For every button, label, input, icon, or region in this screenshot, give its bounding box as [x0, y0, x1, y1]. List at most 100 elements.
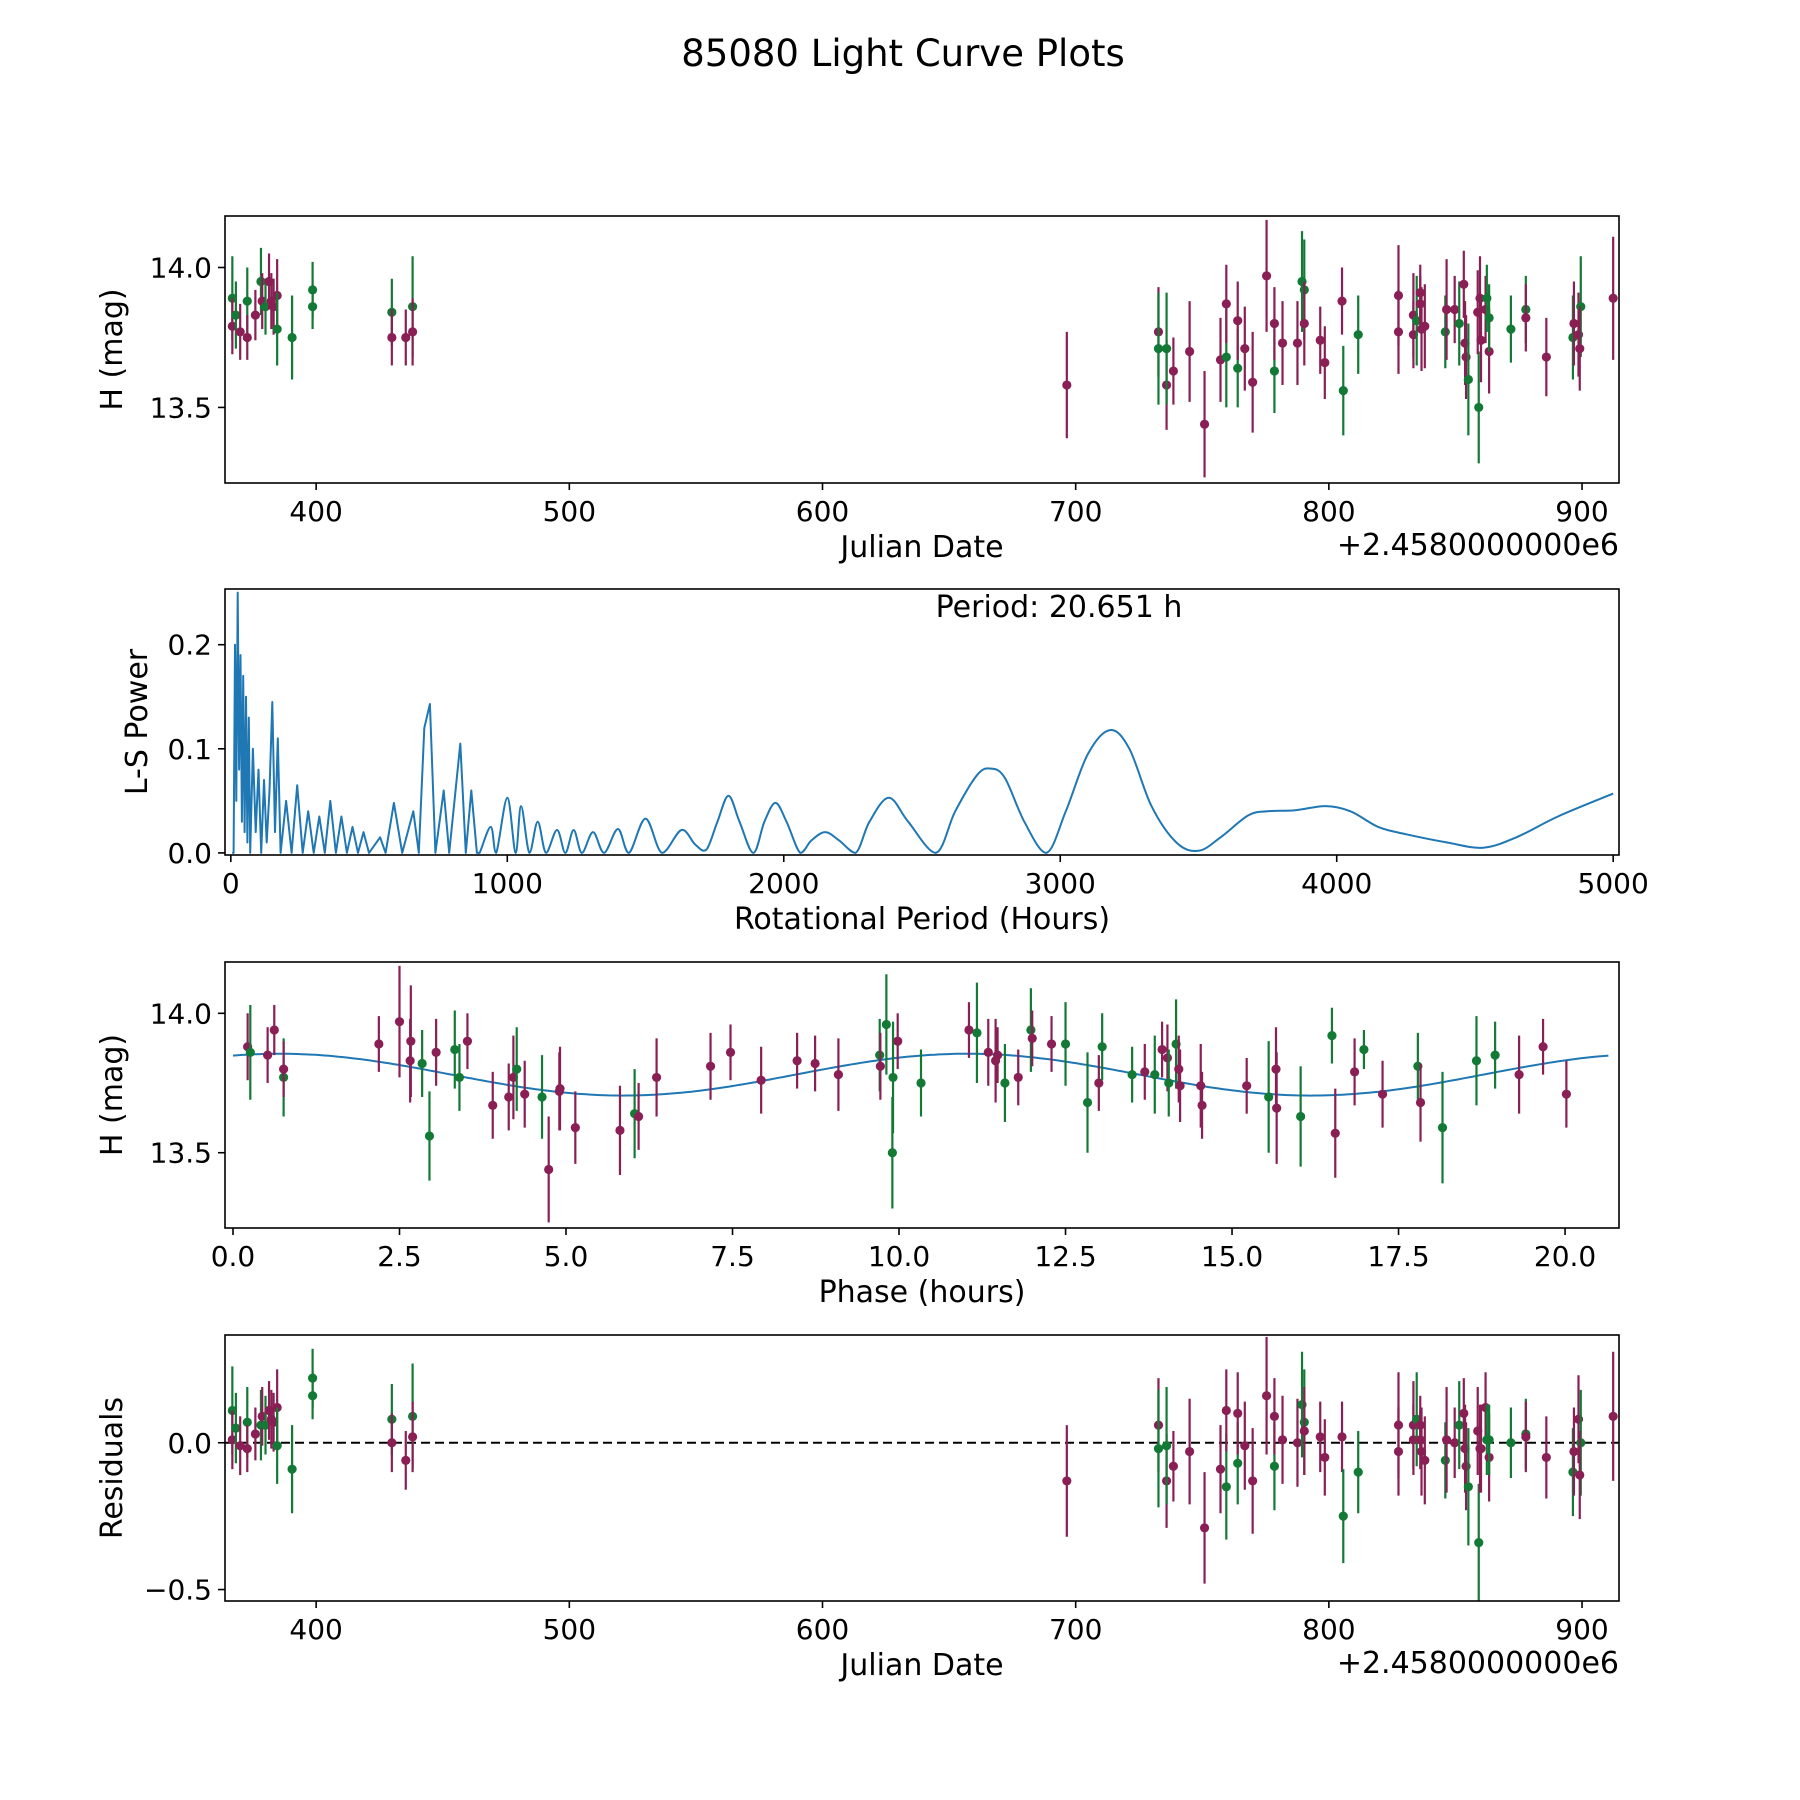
data-marker: [1315, 1432, 1325, 1442]
data-marker: [279, 1064, 289, 1074]
data-point: [504, 1063, 514, 1131]
data-marker: [1454, 1420, 1464, 1430]
y-tick-label: 13.5: [150, 391, 212, 424]
data-marker: [1459, 279, 1469, 289]
data-point: [1561, 1060, 1571, 1128]
data-point: [1337, 267, 1347, 335]
data-marker: [1506, 324, 1516, 334]
data-point: [1292, 301, 1303, 386]
data-point: [488, 1071, 498, 1139]
data-point: [570, 1091, 580, 1164]
data-marker: [1233, 316, 1243, 326]
data-marker: [260, 302, 271, 312]
data-point: [454, 1043, 465, 1111]
data-point: [307, 284, 318, 330]
x-tick-label: 500: [543, 1613, 596, 1646]
data-point: [1272, 1052, 1282, 1164]
data-point: [272, 292, 282, 366]
data-marker: [1459, 1408, 1469, 1418]
data-marker: [424, 1131, 435, 1141]
plot-area: [225, 1337, 1619, 1601]
data-marker: [983, 1047, 993, 1057]
data-point: [1315, 1401, 1325, 1473]
data-marker: [1242, 1081, 1252, 1091]
data-marker: [1320, 358, 1330, 368]
data-point: [231, 1392, 241, 1464]
data-point: [1454, 281, 1464, 366]
data-point: [964, 1002, 974, 1058]
data-marker: [1248, 377, 1258, 387]
y-tick-label: 0.0: [167, 1427, 212, 1460]
data-point: [260, 278, 271, 335]
x-tick-label: 10.0: [868, 1240, 930, 1273]
data-marker: [269, 1417, 279, 1427]
data-marker: [1440, 1455, 1450, 1465]
data-marker: [272, 1441, 282, 1451]
data-marker: [1353, 330, 1363, 340]
data-point: [792, 1032, 802, 1089]
x-tick-label: 900: [1555, 495, 1608, 528]
x-tick-label: 600: [796, 1613, 849, 1646]
data-marker: [1521, 313, 1531, 323]
data-point: [387, 1413, 397, 1473]
data-point: [1338, 1469, 1348, 1564]
data-point: [881, 974, 891, 1075]
y-axis-label: H (mag): [95, 1034, 130, 1156]
data-marker: [231, 1423, 241, 1433]
plot-area: [232, 591, 1614, 854]
data-marker: [1164, 1078, 1174, 1088]
x-tick-label: 600: [796, 495, 849, 528]
data-point: [1377, 1060, 1388, 1128]
data-marker: [1541, 1452, 1551, 1463]
data-marker: [1233, 363, 1243, 373]
data-marker: [1197, 1100, 1207, 1110]
x-tick-label: 0: [222, 867, 240, 900]
data-point: [1420, 1416, 1430, 1505]
data-marker: [1292, 1438, 1303, 1448]
data-point: [1185, 301, 1195, 402]
data-point: [972, 982, 982, 1084]
data-point: [1450, 275, 1460, 344]
data-point: [1269, 1378, 1280, 1455]
data-point: [1094, 1055, 1104, 1111]
data-marker: [1269, 366, 1280, 376]
data-point: [1097, 1013, 1107, 1081]
data-point: [1150, 1035, 1160, 1114]
data-point: [1199, 371, 1210, 478]
panel-phased: 0.0 2.5 5.0 7.5 10.0 12.5 15.0 17.5 20.0 13.5 14.0…: [95, 961, 1620, 1310]
data-point: [1164, 1049, 1174, 1117]
data-point: [227, 1410, 237, 1470]
data-point: [1046, 1016, 1057, 1072]
data-marker: [1575, 1470, 1585, 1480]
x-tick-label: 7.5: [710, 1240, 755, 1273]
data-marker: [1514, 1070, 1524, 1080]
data-point: [1440, 1422, 1450, 1499]
x-tick-label: 5000: [1578, 867, 1649, 900]
data-marker: [1269, 1411, 1280, 1421]
data-point: [235, 303, 245, 360]
data-marker: [462, 1036, 473, 1046]
data-point: [1157, 1021, 1167, 1078]
data-marker: [810, 1058, 820, 1069]
data-marker: [1575, 344, 1585, 354]
data-marker: [1233, 1408, 1243, 1418]
x-tick-label: 2000: [748, 867, 819, 900]
data-marker: [1062, 1476, 1072, 1486]
data-marker: [916, 1078, 926, 1088]
data-point: [1277, 301, 1288, 386]
data-marker: [1161, 344, 1172, 354]
data-point: [1353, 1431, 1363, 1514]
data-point: [615, 1085, 625, 1176]
data-marker: [1269, 1461, 1280, 1471]
data-point: [245, 1004, 255, 1100]
data-marker: [1538, 1042, 1548, 1052]
data-marker: [242, 1417, 252, 1427]
data-point: [537, 1055, 547, 1139]
data-marker: [1569, 318, 1579, 329]
data-point: [756, 1046, 766, 1114]
data-marker: [1454, 318, 1464, 329]
data-point: [374, 1016, 384, 1072]
data-point: [1299, 1386, 1309, 1476]
data-marker: [408, 327, 418, 337]
